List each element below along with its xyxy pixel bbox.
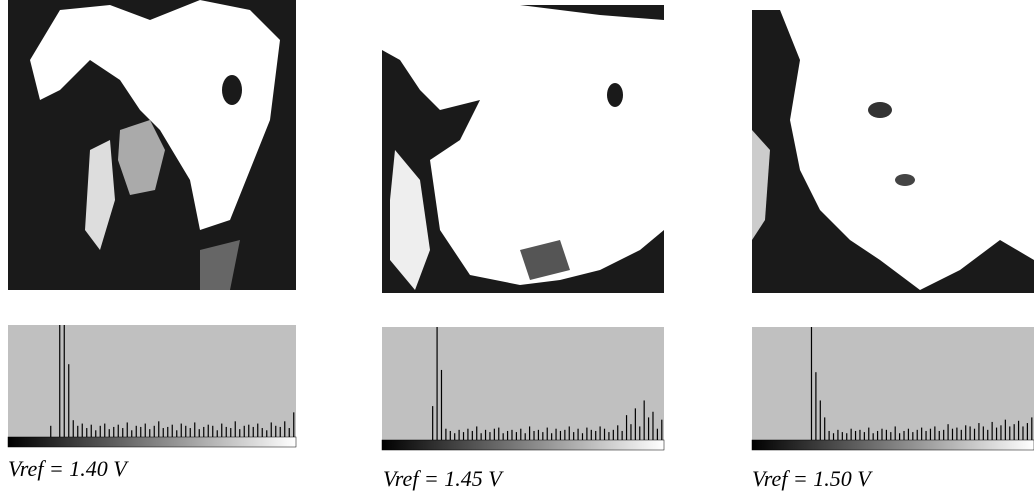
panel-label: Vref = 1.50 V <box>752 466 873 491</box>
gray-scale-bar <box>751 439 1034 451</box>
gray-scale-bar <box>381 439 665 451</box>
panel-label: Vref = 1.45 V <box>383 466 504 491</box>
gray-scale-bar <box>7 436 297 448</box>
histogram-background <box>382 327 664 440</box>
image-2 <box>382 5 664 293</box>
panel-label: Vref = 1.40 V <box>8 456 129 481</box>
histogram-background <box>8 325 296 437</box>
histogram-background <box>752 327 1034 440</box>
image-1 <box>8 0 296 290</box>
image-3 <box>752 10 1034 293</box>
